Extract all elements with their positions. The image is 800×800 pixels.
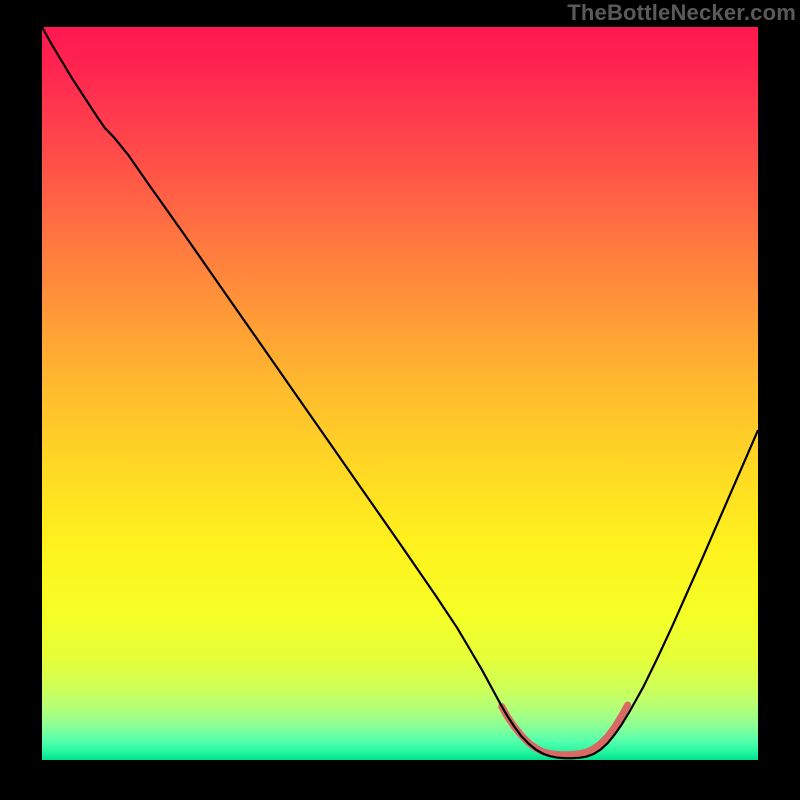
plot-area	[42, 27, 758, 760]
curve-layer	[42, 27, 758, 760]
trough-highlight-path	[502, 705, 628, 755]
main-curve-path	[42, 27, 758, 758]
watermark-label: TheBottleNecker.com	[567, 0, 796, 26]
figure-root: TheBottleNecker.com	[0, 0, 800, 800]
